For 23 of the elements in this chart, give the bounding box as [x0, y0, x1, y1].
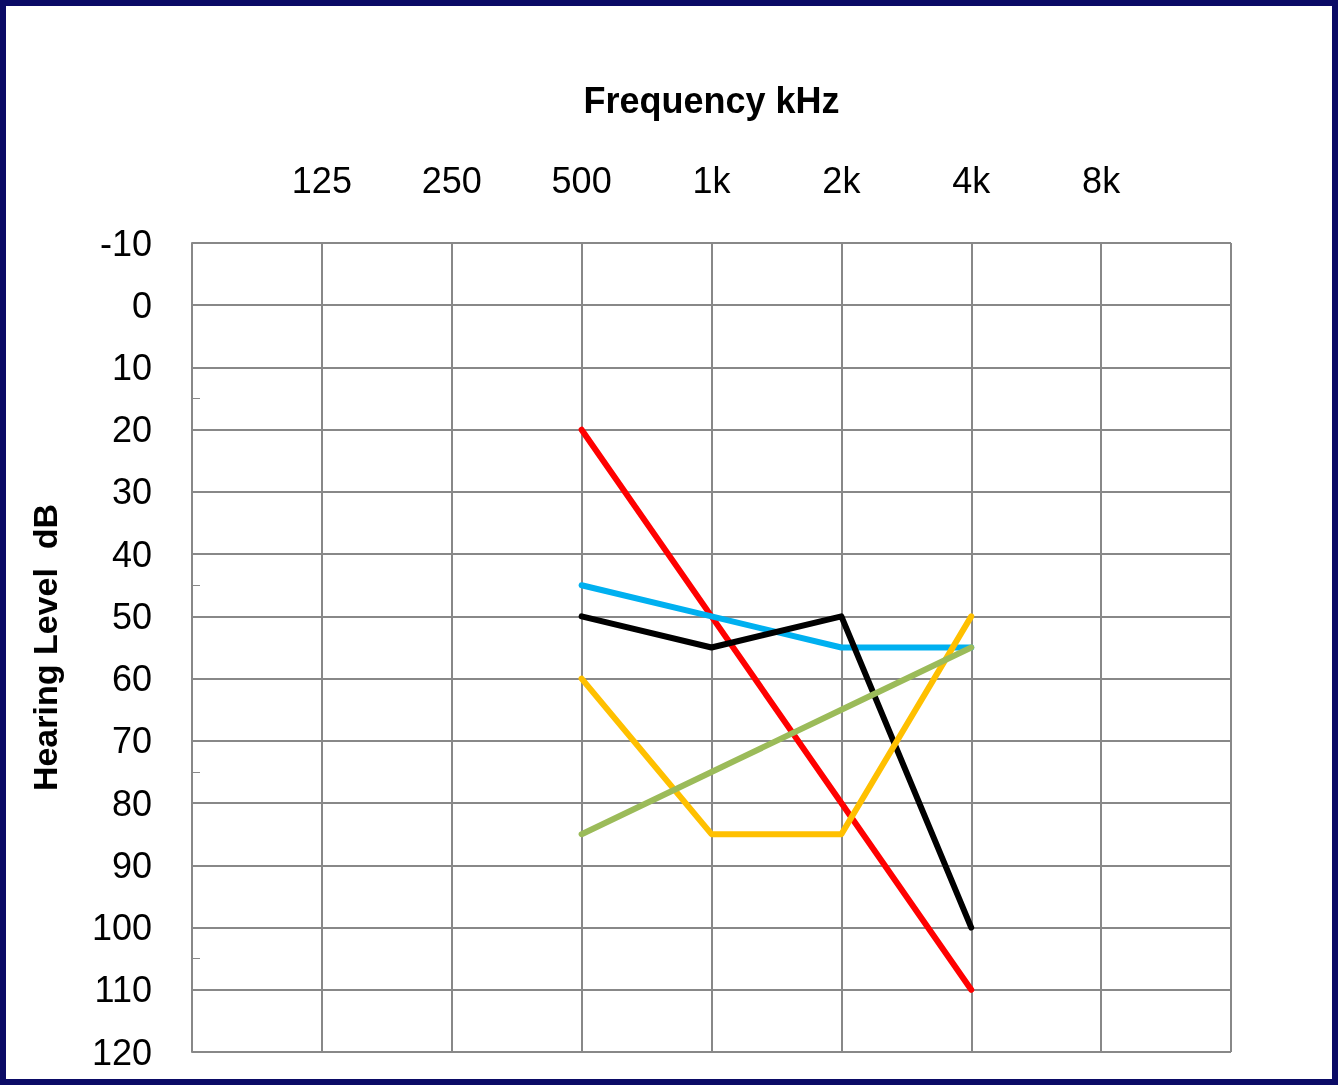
- y-tick-label: 30: [111, 471, 152, 513]
- y-tick-label: 90: [111, 844, 152, 886]
- y-tick-label: 0: [131, 284, 152, 326]
- x-tick-label: 1k: [692, 159, 732, 201]
- y-tick-label: -10: [99, 222, 152, 264]
- x-tick-label: 500: [551, 159, 612, 201]
- x-tick-label: 8k: [1082, 159, 1122, 201]
- y-tick-label: 80: [111, 782, 152, 824]
- y-tick-label: 70: [111, 720, 152, 762]
- y-tick-label: 120: [91, 1031, 152, 1073]
- y-tick-label: 10: [111, 346, 152, 388]
- y-tick-label: 40: [111, 533, 152, 575]
- y-tick-label: 20: [111, 409, 152, 451]
- x-axis-title: Frequency kHz: [583, 79, 840, 121]
- x-tick-label: 250: [421, 159, 482, 201]
- y-tick-label: 60: [111, 658, 152, 700]
- y-axis-title: Hearing Level dB: [26, 503, 64, 792]
- x-tick-label: 125: [291, 159, 352, 201]
- y-tick-label: 100: [91, 907, 152, 949]
- y-tick-label: 50: [111, 595, 152, 637]
- x-tick-label: 2k: [822, 159, 862, 201]
- y-tick-label: 110: [94, 969, 152, 1011]
- x-tick-label: 4k: [952, 159, 992, 201]
